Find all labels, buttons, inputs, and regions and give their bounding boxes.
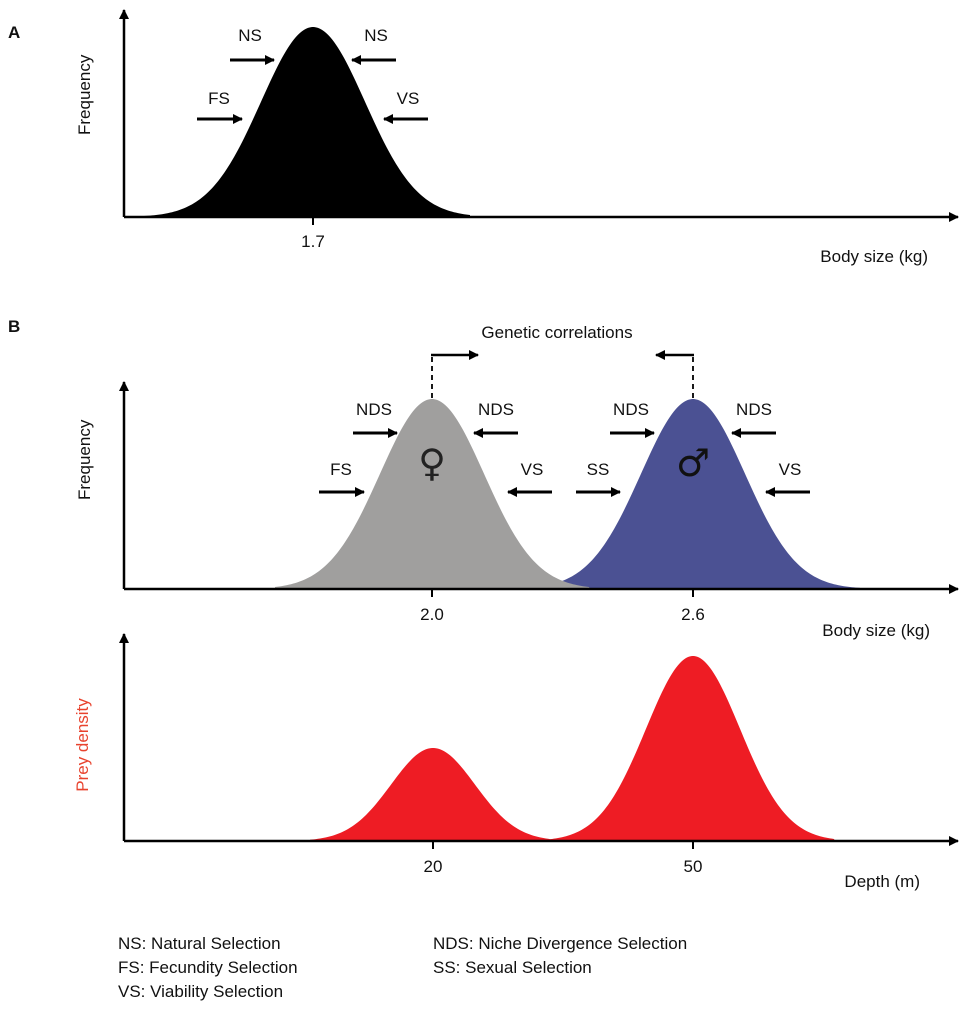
panel-a-ns-right-label: NS (364, 26, 388, 45)
prey-density-curve (310, 656, 835, 841)
male-curve (540, 399, 860, 589)
panel-a-vs-label: VS (397, 89, 420, 108)
legend-ss: SS: Sexual Selection (433, 958, 592, 977)
female-vs-label: VS (521, 460, 544, 479)
female-symbol: ♀ (418, 441, 446, 485)
male-vs-label: VS (779, 460, 802, 479)
prey-tick-20-label: 20 (424, 857, 443, 876)
legend-right: NDS: Niche Divergence Selection SS: Sexu… (433, 932, 687, 980)
female-nds-left-label: NDS (356, 400, 392, 419)
panel-a-letter: A (8, 23, 20, 42)
panel-b-title: Genetic correlations (481, 323, 632, 342)
female-curve (275, 399, 590, 589)
female-fs-label: FS (330, 460, 352, 479)
female-tick-label: 2.0 (420, 605, 444, 624)
panel-a-y-label: Frequency (75, 54, 94, 135)
panel-b-x-label: Body size (kg) (822, 621, 930, 640)
panel-b-y-label: Frequency (75, 419, 94, 500)
prey-tick-50-label: 50 (684, 857, 703, 876)
male-ss-label: SS (587, 460, 610, 479)
panel-a-x-label: Body size (kg) (820, 247, 928, 266)
prey-x-label: Depth (m) (844, 872, 920, 891)
legend-left: NS: Natural Selection FS: Fecundity Sele… (118, 932, 298, 1004)
legend-vs: VS: Viability Selection (118, 982, 284, 1001)
panel-b-letter: B (8, 317, 20, 336)
panel-a-fs-label: FS (208, 89, 230, 108)
legend-nds: NDS: Niche Divergence Selection (433, 934, 688, 953)
panel-a-ns-left-label: NS (238, 26, 262, 45)
male-symbol: ♂ (676, 441, 710, 485)
legend-fs: FS: Fecundity Selection (118, 958, 298, 977)
panel-a-curve (140, 27, 470, 217)
male-tick-label: 2.6 (681, 605, 705, 624)
male-nds-right-label: NDS (736, 400, 772, 419)
prey-y-label: Prey density (73, 698, 92, 792)
female-nds-right-label: NDS (478, 400, 514, 419)
legend-ns: NS: Natural Selection (118, 934, 281, 953)
male-nds-left-label: NDS (613, 400, 649, 419)
panel-a-peak-tick: 1.7 (301, 232, 325, 251)
